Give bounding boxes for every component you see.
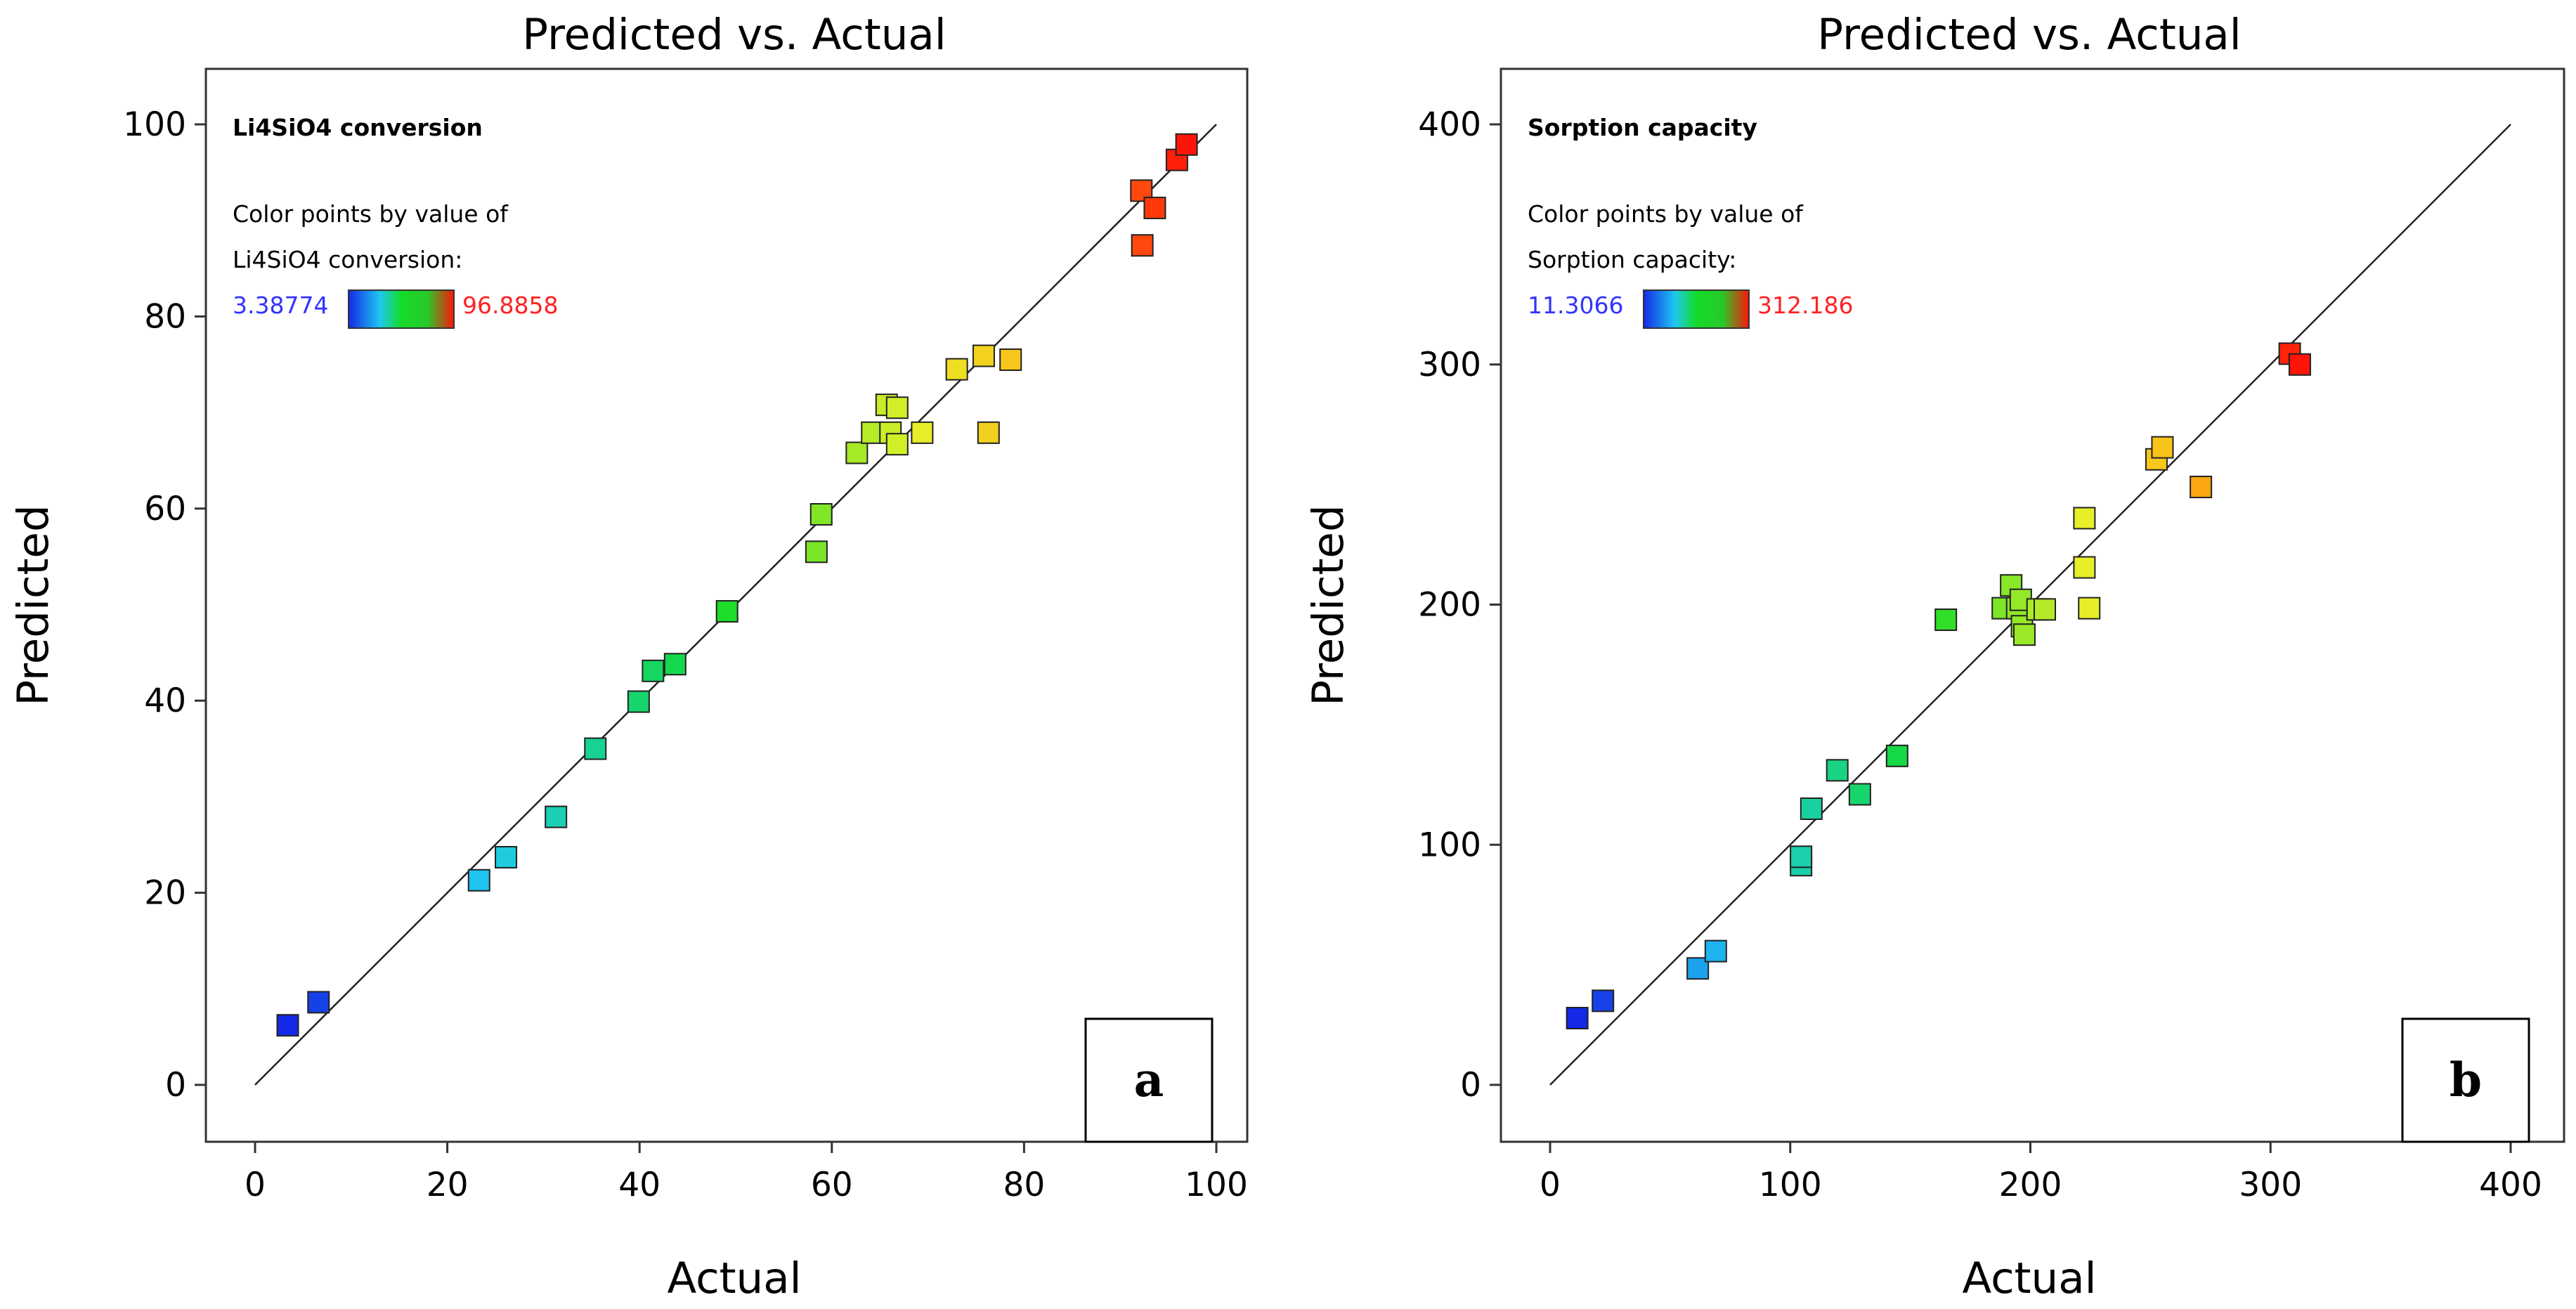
panel-letter-box: [2401, 1017, 2530, 1143]
data-point: [584, 737, 607, 760]
data-point: [2078, 597, 2101, 620]
y-tick-label: 20: [144, 874, 186, 913]
data-point: [1131, 234, 1154, 257]
x-tick-label: 400: [2479, 1166, 2542, 1204]
y-axis-label: Predicted: [8, 504, 58, 705]
x-tick-label: 200: [1999, 1166, 2062, 1204]
data-point: [715, 600, 739, 623]
data-point: [1826, 759, 1849, 782]
data-point: [1885, 744, 1908, 767]
x-tick-label: 300: [2239, 1166, 2302, 1204]
x-tick-label: 20: [427, 1166, 469, 1204]
data-point: [2034, 598, 2057, 621]
data-point: [2288, 353, 2311, 376]
x-tick-label: 40: [618, 1166, 661, 1204]
data-point: [276, 1014, 299, 1037]
x-tick-label: 0: [1540, 1166, 1561, 1204]
data-point: [663, 653, 687, 676]
y-tick-label: 100: [123, 105, 186, 144]
legend-min-label: 3.38774: [233, 292, 328, 319]
panel-letter: b: [2450, 1053, 2482, 1107]
legend-max-label: 312.186: [1757, 292, 1853, 319]
legend-caption: Color points by value of: [1528, 200, 1804, 228]
data-point: [1800, 797, 1823, 820]
data-point: [1934, 608, 1958, 632]
chart-title: Predicted vs. Actual: [522, 10, 947, 60]
data-point: [1566, 1006, 1589, 1029]
data-point: [885, 396, 909, 419]
y-tick-label: 0: [1460, 1066, 1481, 1105]
chart-panel-a: Predicted vs. Actual 0 20 40 60 80 100 0 20 40 60 8…: [8, 10, 1249, 1303]
data-point: [467, 868, 490, 892]
chart-title: Predicted vs. Actual: [1817, 10, 2242, 60]
data-point: [2151, 436, 2174, 459]
data-point: [545, 805, 568, 828]
data-point: [1175, 133, 1198, 156]
y-tick-label: 100: [1418, 826, 1481, 864]
legend-caption: Sorption capacity:: [1528, 246, 1736, 273]
legend-title: Li4SiO4 conversion: [233, 114, 483, 141]
data-point: [2073, 556, 2096, 579]
x-tick-label: 0: [245, 1166, 266, 1204]
data-point: [1704, 939, 1727, 963]
y-tick-label: 80: [144, 297, 186, 336]
y-tick-label: 400: [1418, 105, 1481, 144]
y-tick-label: 40: [144, 682, 186, 720]
data-point: [805, 540, 828, 564]
legend-max-label: 96.8858: [462, 292, 558, 319]
data-point: [945, 358, 968, 381]
legend-color-bar: [348, 289, 455, 329]
legend-caption: Li4SiO4 conversion:: [233, 246, 462, 273]
y-tick-label: 200: [1418, 586, 1481, 625]
plot-frame: [204, 67, 1249, 1143]
data-point: [2012, 623, 2036, 646]
legend-title: Sorption capacity: [1528, 114, 1757, 141]
x-axis-label: Actual: [1962, 1253, 2096, 1303]
y-tick-label: 300: [1418, 346, 1481, 384]
data-point: [1848, 783, 1871, 806]
data-point: [977, 421, 1000, 444]
data-point: [885, 433, 909, 456]
legend-caption: Color points by value of: [233, 200, 509, 228]
data-point: [627, 690, 650, 713]
data-point: [642, 659, 665, 682]
y-axis-label: Predicted: [1303, 504, 1353, 705]
panel-letter: a: [1134, 1053, 1164, 1107]
y-tick-label: 0: [165, 1066, 186, 1105]
x-tick-label: 100: [1759, 1166, 1822, 1204]
legend-color-bar: [1643, 289, 1750, 329]
data-point: [911, 421, 934, 444]
x-tick-label: 60: [811, 1166, 853, 1204]
data-point: [1592, 989, 1615, 1012]
data-point: [809, 503, 833, 526]
x-axis-label: Actual: [667, 1253, 801, 1303]
y-tick-label: 60: [144, 490, 186, 528]
data-point: [972, 344, 995, 367]
legend-min-label: 11.3066: [1528, 292, 1623, 319]
data-point: [495, 846, 518, 869]
data-point: [845, 441, 869, 464]
chart-panel-b: Predicted vs. Actual 0 100 200 300 400 0 100 200…: [1303, 10, 2565, 1303]
data-point: [999, 348, 1022, 371]
x-tick-label: 80: [1003, 1166, 1045, 1204]
data-point: [1143, 196, 1166, 219]
panel-letter-box: [1084, 1017, 1214, 1143]
data-point: [1790, 845, 1813, 868]
data-point: [307, 991, 330, 1014]
x-tick-label: 100: [1185, 1166, 1248, 1204]
data-point: [2190, 476, 2213, 499]
data-point: [2073, 507, 2096, 530]
